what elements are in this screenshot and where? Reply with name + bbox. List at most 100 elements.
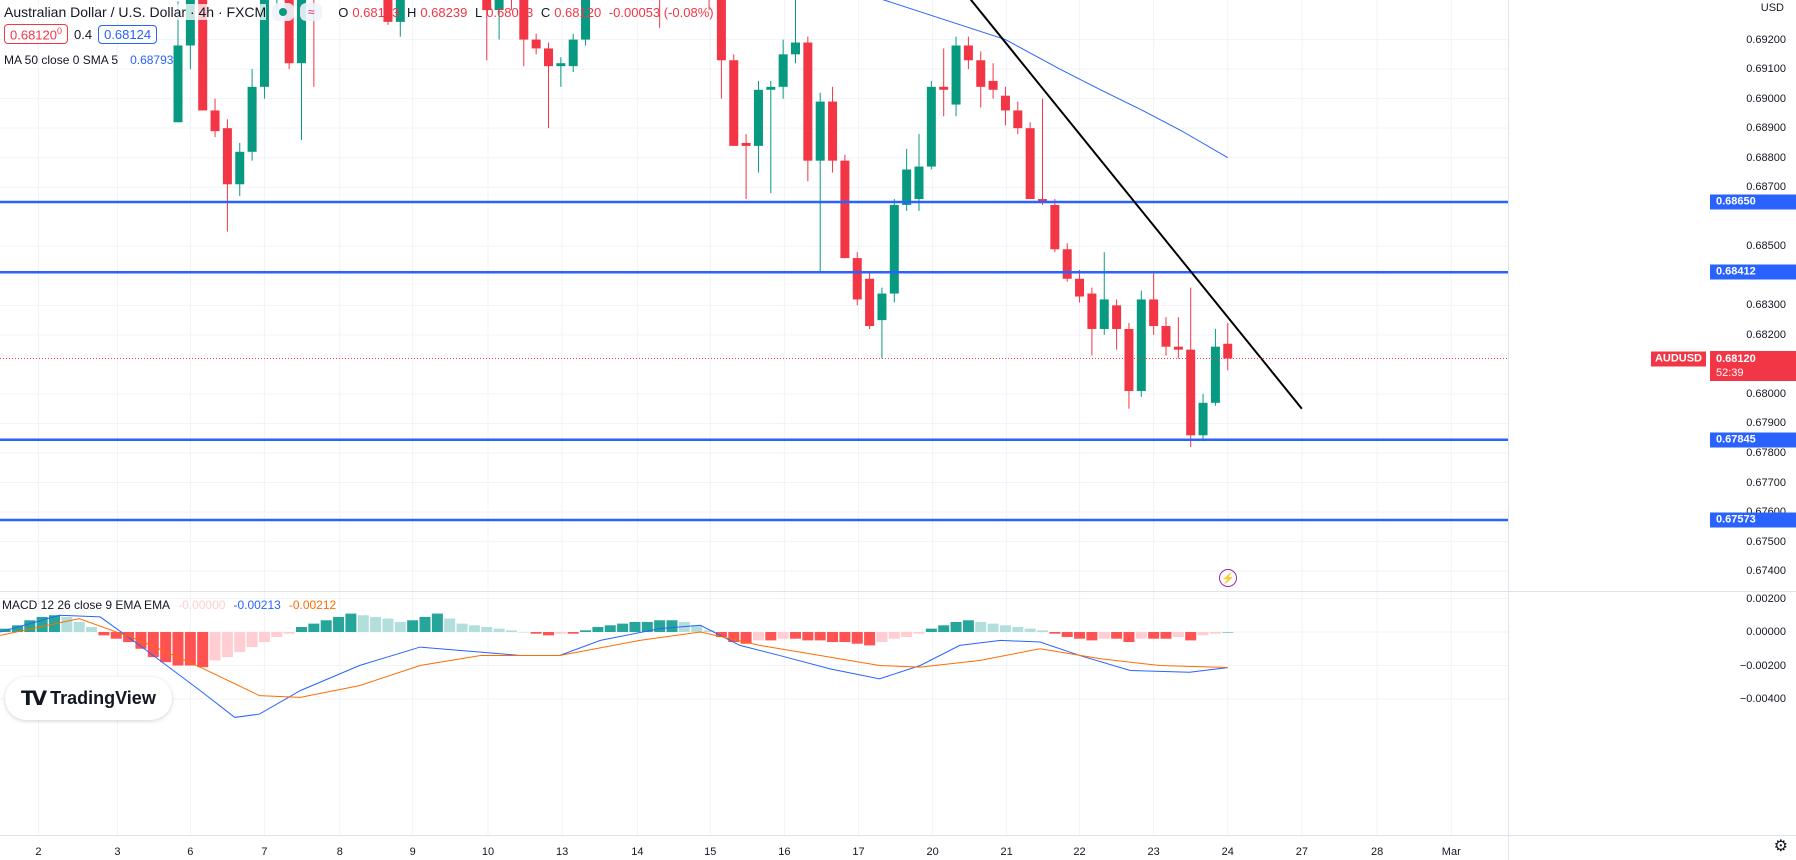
time-label: 3 [114, 846, 121, 858]
candle-body [581, 0, 591, 40]
candle-body [1087, 293, 1097, 329]
level-price-tag[interactable]: 0.68412 [1710, 264, 1796, 280]
candle-body [1210, 346, 1220, 403]
market-open-icon[interactable] [272, 3, 295, 21]
macd-axis-label: 0.00000 [1746, 626, 1786, 638]
high-value: 0.68239 [420, 4, 468, 20]
candle-body [1161, 326, 1171, 347]
buy-price: 0.68124 [104, 26, 152, 42]
time-label: 22 [1073, 846, 1086, 858]
candle [815, 92, 825, 273]
macd-histogram-bar [790, 632, 801, 639]
sell-button[interactable]: 0.681200 [4, 24, 69, 45]
candle [791, 0, 800, 64]
macd-histogram-bar [135, 632, 147, 649]
macd-histogram-bar [530, 632, 542, 634]
candle-body [247, 86, 257, 152]
candle-body [544, 48, 553, 67]
macd-pane[interactable] [0, 613, 1234, 718]
macd-label: MACD 12 26 close 9 EMA EMA [2, 598, 171, 612]
macd-histogram-bar [876, 632, 888, 643]
macd-signal-line [0, 618, 1228, 698]
candle-body [297, 0, 306, 64]
macd-histogram-bar [1074, 632, 1086, 639]
candle-body [494, 0, 504, 11]
macd-histogram-bar [641, 621, 653, 632]
price-axis-label: 0.68800 [1746, 151, 1786, 164]
candle-body [568, 39, 578, 67]
candle-body [976, 60, 986, 87]
level-price-tag[interactable]: 0.67845 [1710, 432, 1796, 448]
spread: 0.4 [74, 26, 93, 42]
candle [222, 119, 232, 232]
candle [1038, 98, 1047, 205]
macd-histogram-bar [752, 632, 764, 641]
candle [741, 134, 751, 200]
currency-label[interactable]: USD [1760, 2, 1784, 14]
time-label: 9 [409, 846, 416, 858]
lightning-icon[interactable]: ⚡ [1219, 569, 1237, 587]
macd-histogram-bar [468, 625, 480, 632]
candle-body [383, 0, 393, 22]
macd-histogram-bar [975, 621, 987, 632]
wave-icon[interactable]: ≈ [300, 3, 323, 21]
last-price: 0.68120 [1716, 352, 1756, 365]
buy-button[interactable]: 0.68124 [98, 24, 158, 44]
macd-histogram-bar [592, 626, 604, 632]
time-label: 7 [261, 846, 268, 858]
settings-gear-icon[interactable]: ⚙ [1773, 838, 1788, 855]
candle [531, 33, 541, 55]
macd-histogram-bar [110, 632, 122, 639]
macd-histogram-bar [604, 625, 616, 632]
candle-body [877, 293, 887, 321]
macd-histogram-bar [925, 628, 937, 632]
candle [276, 0, 278, 11]
ma-legend[interactable]: MA 50 close 0 SMA 5 0.68793 [4, 53, 173, 67]
candle [1223, 323, 1233, 371]
macd-histogram-bar [1135, 632, 1147, 639]
macd-histogram-bar [394, 621, 406, 632]
price-axis-label: 0.67400 [1746, 565, 1786, 578]
time-label: 6 [187, 846, 194, 858]
candle [729, 54, 739, 146]
time-label: 20 [926, 846, 939, 858]
candle-body [210, 110, 220, 132]
macd-histogram-bar [160, 632, 172, 663]
price-axis-label: 0.67500 [1746, 535, 1786, 548]
macd-histogram-bar [333, 616, 345, 632]
candle-body [556, 63, 566, 67]
macd-histogram-bar [1049, 632, 1061, 634]
candle-body [951, 45, 961, 105]
macd-legend[interactable]: MACD 12 26 close 9 EMA EMA -0.00000 -0.0… [2, 598, 336, 612]
macd-histogram-bar [1160, 632, 1172, 639]
bar-countdown: 52:39 [1716, 366, 1744, 379]
price-axis-label: 0.67700 [1746, 476, 1786, 489]
macd-histogram-bar [73, 621, 85, 632]
macd-histogram-bar [370, 616, 382, 632]
time-label: 28 [1371, 846, 1384, 858]
macd-histogram-bar [666, 620, 678, 632]
macd-histogram-bar [864, 632, 876, 646]
price-pane[interactable] [0, 0, 1508, 522]
candle-body [1075, 278, 1085, 297]
symbol-title[interactable]: Australian Dollar / U.S. Dollar · 4h · F… [4, 4, 267, 20]
macd-histogram-bar [1222, 632, 1234, 633]
macd-histogram-bar [308, 623, 320, 632]
price-axis-label: 0.69100 [1746, 63, 1786, 76]
candle-body [1124, 328, 1134, 391]
tradingview-logo[interactable]: 𝗧𝗩 TradingView [5, 677, 172, 720]
macd-histogram-bar [950, 621, 962, 632]
candle [1087, 287, 1097, 356]
macd-histogram-bar [1086, 632, 1098, 641]
level-price-tag[interactable]: 0.68650 [1710, 194, 1796, 210]
trend-line [969, 0, 1303, 410]
candle [556, 57, 566, 87]
candle [976, 51, 986, 108]
macd-histogram-bar [382, 618, 394, 632]
time-label: 10 [481, 846, 495, 858]
macd-histogram-bar [999, 625, 1011, 632]
macd-histogram-bar [715, 632, 727, 638]
level-price-tag[interactable]: 0.67573 [1710, 512, 1796, 528]
macd-histogram-bar [1172, 632, 1184, 638]
